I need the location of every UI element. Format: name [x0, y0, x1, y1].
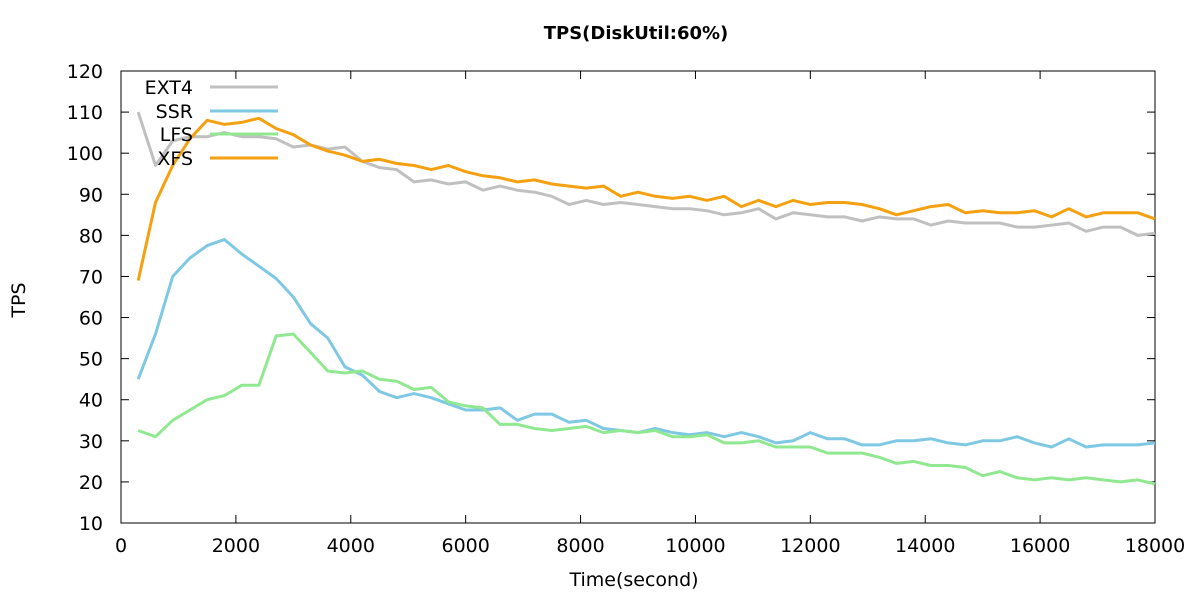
- series-line-ssr: [136, 238, 1156, 449]
- x-axis-label: Time(second): [568, 569, 698, 591]
- x-tick-label: 2000: [212, 535, 260, 557]
- legend-label-ext4: EXT4: [145, 77, 193, 99]
- x-tick-label: 8000: [556, 535, 604, 557]
- axis-ticks: [120, 70, 1156, 524]
- y-tick-label: 110: [67, 102, 103, 124]
- x-tick-label: 18000: [1125, 535, 1185, 557]
- x-tick-label: 4000: [327, 535, 375, 557]
- legend-label-ssr: SSR: [156, 101, 193, 123]
- y-tick-label: 20: [79, 472, 103, 494]
- x-tick-label: 12000: [780, 535, 840, 557]
- y-tick-label: 70: [79, 266, 103, 288]
- x-tick-labels: 0 2000 4000 6000 8000 10000 12000 14000 16000 180…: [115, 535, 1185, 557]
- series-line-ext4: [136, 111, 1156, 237]
- x-tick-label: 16000: [1010, 535, 1070, 557]
- legend-label-xfs: XFS: [157, 148, 193, 170]
- y-tick-label: 60: [79, 308, 103, 330]
- plot-frame: [120, 70, 1156, 524]
- series-line-xfs: [136, 116, 1156, 281]
- legend-label-lfs: LFS: [160, 124, 193, 146]
- x-tick-label: 0: [115, 535, 127, 557]
- x-tick-label: 6000: [441, 535, 489, 557]
- y-tick-label: 30: [79, 431, 103, 453]
- y-tick-label: 100: [67, 143, 103, 165]
- chart-title: TPS(DiskUtil:60%): [544, 23, 729, 44]
- y-tick-label: 50: [79, 349, 103, 371]
- y-tick-labels: 10 20 30 40 50 60 70 80 90 100 110 120: [67, 61, 103, 535]
- series-line-lfs: [137, 332, 1156, 486]
- y-tick-label: 90: [79, 184, 103, 206]
- y-tick-label: 40: [79, 390, 103, 412]
- x-tick-label: 10000: [665, 535, 725, 557]
- y-tick-label: 10: [79, 513, 103, 535]
- x-tick-label: 14000: [895, 535, 955, 557]
- y-axis-label: TPS: [8, 282, 30, 318]
- y-tick-label: 120: [67, 61, 103, 83]
- y-tick-label: 80: [79, 225, 103, 247]
- series-lines: [136, 111, 1156, 486]
